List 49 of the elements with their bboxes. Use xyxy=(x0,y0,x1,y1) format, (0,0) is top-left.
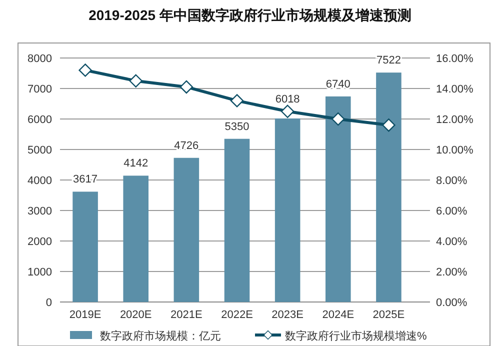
chart-title: 2019-2025 年中国数字政府行业市场规模及增速预测 xyxy=(88,7,412,23)
y2-tick-label: 16.00% xyxy=(436,52,474,65)
x-tick-label: 2025E xyxy=(372,309,405,321)
y2-tick-label: 4.00% xyxy=(436,236,468,248)
y-tick-label: 5000 xyxy=(28,144,52,156)
text: 4142 xyxy=(124,158,148,170)
x-tick-label: 2019E xyxy=(69,309,102,321)
point xyxy=(280,104,294,118)
y2-tick-label: 10.00% xyxy=(436,144,474,156)
x-tick-label: 2020E xyxy=(120,309,152,321)
text: 3617 xyxy=(73,174,98,186)
text: 6740 xyxy=(326,78,350,90)
y-tick-label: 6000 xyxy=(28,114,52,126)
y2-tick-label: 2.00% xyxy=(436,266,468,278)
y-tick-label: 8000 xyxy=(28,52,52,65)
bar xyxy=(123,176,148,302)
x-tick-label: 2024E xyxy=(322,309,354,321)
y2-tick-label: 6.00% xyxy=(436,205,468,218)
bar xyxy=(72,192,98,302)
text: 5350 xyxy=(224,120,250,133)
point xyxy=(230,94,244,108)
y-tick-label: 7000 xyxy=(28,83,52,96)
y-tick-label: 1000 xyxy=(28,266,52,278)
point xyxy=(180,80,194,94)
bar xyxy=(224,138,250,302)
bar xyxy=(326,96,351,302)
point xyxy=(78,64,92,77)
x-tick-label: 2021E xyxy=(170,309,202,321)
bar xyxy=(174,158,200,302)
bar xyxy=(376,72,402,302)
point xyxy=(382,118,396,132)
y-tick-label: 4000 xyxy=(28,174,52,187)
y2-tick-label: 12.00% xyxy=(436,114,474,126)
legend-label: 数字政府市场规模：亿元 xyxy=(100,329,221,342)
x-tick-label: 2022E xyxy=(221,309,253,321)
y-tick-label: 2000 xyxy=(28,236,52,248)
text: 6018 xyxy=(275,93,300,106)
y-tick-label: 3000 xyxy=(28,205,52,218)
y2-tick-label: 14.00% xyxy=(436,83,474,96)
bar xyxy=(274,118,300,302)
point xyxy=(129,74,142,88)
x-tick-label: 2023E xyxy=(272,309,304,321)
text: 7522 xyxy=(376,54,401,67)
point xyxy=(332,112,345,126)
y-tick-label: 0 xyxy=(46,296,52,309)
text: 4726 xyxy=(174,140,199,152)
y2-tick-label: 0.00% xyxy=(436,296,468,309)
legend-label: 数字政府行业市场规模增速% xyxy=(285,329,427,342)
y2-tick-label: 8.00% xyxy=(436,174,468,187)
